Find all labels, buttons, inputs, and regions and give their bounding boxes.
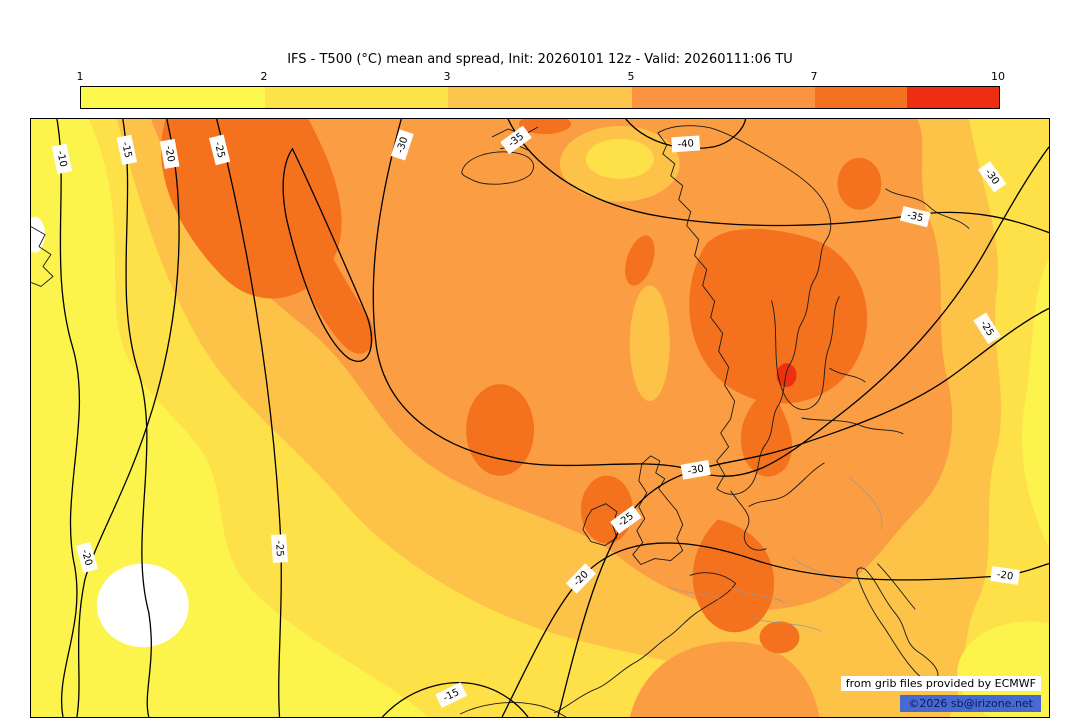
coastlines bbox=[31, 125, 970, 717]
svg-text:-40: -40 bbox=[677, 138, 694, 150]
contour-label: -15 bbox=[435, 682, 468, 708]
adriatic-coast bbox=[877, 563, 916, 610]
legend-cell bbox=[631, 87, 816, 108]
legend-cell bbox=[448, 87, 632, 108]
scandinavia-east-coast bbox=[657, 125, 832, 495]
gulf-of-bothnia-coast bbox=[771, 296, 840, 410]
legend-tick: 5 bbox=[627, 70, 635, 83]
map-panel: -10 -15 -20 -25 -30 -35 -40 -35 -30 -25 … bbox=[30, 118, 1050, 718]
britain-coast bbox=[632, 455, 684, 565]
contour-label: -25 bbox=[271, 534, 288, 564]
contour-label: -25 bbox=[610, 505, 642, 534]
contour-nw-inner bbox=[282, 147, 373, 362]
contour-minus10 bbox=[56, 119, 81, 717]
contour-minus15-south bbox=[381, 682, 529, 717]
contour-lines bbox=[56, 119, 1049, 717]
contour-label: -20 bbox=[990, 566, 1020, 585]
legend-tick: 10 bbox=[991, 70, 1005, 83]
attribution-copyright: ©2026 sb@irizone.net bbox=[900, 695, 1041, 712]
legend-tick: 2 bbox=[260, 70, 268, 83]
contour-label: -30 bbox=[680, 460, 711, 480]
contour-label: -30 bbox=[977, 161, 1007, 193]
legend-tick: 1 bbox=[76, 70, 84, 83]
contour-minus15-west bbox=[122, 119, 152, 717]
svg-text:-20: -20 bbox=[162, 145, 176, 163]
contour-minus20-west bbox=[76, 119, 180, 717]
ireland-coast bbox=[582, 503, 618, 547]
iberia-coast bbox=[459, 702, 567, 717]
svg-text:-20: -20 bbox=[996, 569, 1014, 582]
legend-cell bbox=[81, 87, 265, 108]
contour-labels: -10 -15 -20 -25 -30 -35 -40 -35 -30 -25 … bbox=[51, 125, 1020, 708]
contour-minus25-west bbox=[216, 119, 282, 717]
svg-text:-25: -25 bbox=[212, 141, 227, 159]
svg-text:-20: -20 bbox=[79, 548, 94, 567]
kola-coast bbox=[885, 188, 970, 229]
contour-label: -35 bbox=[899, 206, 931, 228]
gulf-of-finland-coast bbox=[801, 367, 904, 435]
legend-cell bbox=[815, 87, 908, 108]
contour-label: -25 bbox=[208, 134, 231, 166]
continental-coast bbox=[553, 572, 737, 714]
contour-minus25-east bbox=[557, 307, 1049, 717]
contour-minus30 bbox=[372, 119, 1049, 477]
svg-text:-35: -35 bbox=[906, 210, 924, 225]
contour-label: -15 bbox=[116, 134, 138, 166]
svg-text:-30: -30 bbox=[687, 463, 705, 477]
contour-label: -25 bbox=[973, 312, 1001, 345]
contour-label: -30 bbox=[390, 129, 414, 161]
spread-color-legend bbox=[80, 86, 1000, 109]
baltic-denmark-coast bbox=[730, 462, 825, 551]
contour-label: -20 bbox=[565, 563, 597, 594]
chart-title: IFS - T500 (°C) mean and spread, Init: 2… bbox=[287, 52, 793, 67]
contour-minus40 bbox=[625, 119, 747, 150]
country-borders bbox=[669, 477, 883, 632]
legend-cell bbox=[264, 87, 449, 108]
svg-text:-15: -15 bbox=[119, 141, 133, 159]
contour-label: -10 bbox=[51, 143, 73, 175]
iceland-coast bbox=[461, 151, 534, 185]
contour-label: -40 bbox=[671, 135, 701, 153]
contour-minus35 bbox=[507, 119, 1049, 234]
spread-fill-regions bbox=[31, 119, 1049, 717]
legend-tick: 7 bbox=[810, 70, 818, 83]
contour-label: -20 bbox=[159, 138, 180, 169]
svg-text:-10: -10 bbox=[54, 150, 68, 168]
svg-text:-25: -25 bbox=[273, 540, 285, 557]
contour-label: -20 bbox=[75, 542, 98, 574]
svg-text:-30: -30 bbox=[395, 136, 411, 155]
contour-label: -35 bbox=[500, 125, 532, 155]
attribution-source: from grib files provided by ECMWF bbox=[840, 676, 1041, 691]
map-canvas: -10 -15 -20 -25 -30 -35 -40 -35 -30 -25 … bbox=[31, 119, 1049, 717]
legend-cell bbox=[907, 87, 999, 108]
scandinavia-west-coast bbox=[657, 132, 736, 489]
greenland-coast bbox=[31, 226, 54, 287]
legend-tick: 3 bbox=[443, 70, 451, 83]
